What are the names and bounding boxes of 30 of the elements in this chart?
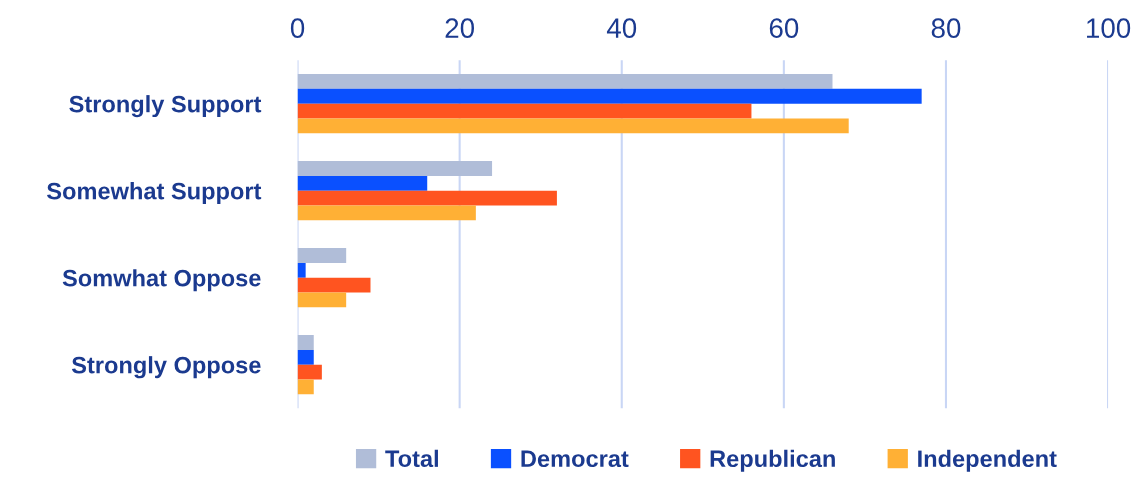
legend-label: Democrat — [521, 450, 629, 468]
bar — [297, 349, 314, 365]
bar — [297, 292, 347, 308]
x-tick-label: 100 — [1087, 18, 1131, 38]
bar — [297, 88, 922, 104]
x-tick-label: 80 — [931, 18, 961, 38]
y-tick-label: Strongly Support — [69, 95, 262, 118]
x-tick-label: 20 — [445, 18, 475, 38]
bar — [297, 335, 314, 350]
bar — [297, 379, 314, 395]
bar — [297, 175, 428, 191]
y-tick-label: Somewhat Support — [46, 182, 262, 205]
bar — [297, 103, 752, 119]
bar — [297, 248, 347, 263]
bar — [297, 262, 306, 278]
y-tick-label: Strongly Oppose — [71, 356, 261, 379]
bar — [297, 118, 849, 134]
bar — [297, 205, 476, 221]
legend-label: Independent — [918, 449, 1057, 472]
bar — [297, 364, 322, 380]
x-tick-label: 40 — [606, 18, 637, 38]
y-tick-label: Somwhat Oppose — [62, 269, 261, 292]
x-tick-label: 0 — [290, 18, 305, 38]
legend-label: Total — [385, 449, 438, 468]
x-tick-label: 60 — [769, 18, 799, 38]
bar — [297, 161, 493, 176]
bar — [297, 190, 557, 206]
legend-label: Republican — [710, 449, 835, 472]
bar — [297, 277, 371, 293]
bar — [297, 74, 833, 89]
